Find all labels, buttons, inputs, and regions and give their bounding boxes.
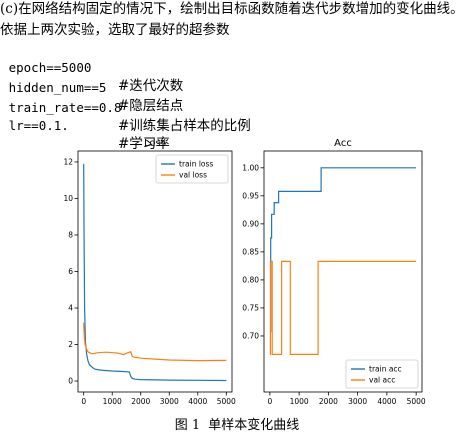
chart-title: Acc: [334, 138, 352, 149]
chart-acc: Acc 0 1000 2000 3000 4000 5000 0.70 0.75 0.80 0.85…: [242, 138, 426, 406]
param-epoch: epoch==5000 #迭代次数: [0, 41, 184, 95]
x-tick-label: 3000: [348, 397, 367, 406]
legend: train acc val acc: [345, 359, 419, 389]
param-comment: #迭代次数: [118, 78, 184, 94]
x-tick-label: 4000: [188, 397, 207, 406]
legend: train loss val loss: [155, 154, 229, 184]
y-tick-label: 0.75: [242, 304, 259, 313]
chart-title: Loss: [144, 138, 166, 149]
x-tick-label: 0: [81, 397, 86, 406]
legend-label: train acc: [369, 365, 402, 374]
x-tick-label: 2000: [131, 397, 150, 406]
intro-line: 依据上两次实验，选取了最好的超参数: [0, 22, 230, 38]
legend-label: train loss: [179, 160, 213, 169]
x-tick-label: 2000: [319, 397, 338, 406]
y-tick-label: 6: [68, 267, 73, 276]
legend-label: val acc: [369, 376, 395, 385]
caption-title: 单样本变化曲线: [208, 418, 300, 433]
param-code: hidden_num==5: [8, 80, 107, 95]
axes-frame: [263, 150, 423, 393]
caption-label: 图 1: [174, 418, 201, 433]
param-code: train_rate==0.8: [8, 100, 122, 115]
figure-charts: Loss 0 1000 2000 3000 4000 5000 0 2 4 6 8 10 12 train …: [63, 138, 426, 406]
param-comment: #学习率: [118, 136, 170, 152]
legend-box: [345, 359, 419, 389]
heading-line: (c)在网络结构固定的情况下，绘制出目标函数随着迭代步数增加的变化曲线。: [0, 1, 464, 17]
param-code: lr==0.1.: [8, 118, 69, 133]
legend-box: [155, 154, 229, 184]
y-tick-label: 1.00: [242, 163, 259, 172]
x-tick-label: 1000: [103, 397, 122, 406]
y-tick-label: 0: [68, 377, 73, 386]
series-line-train-loss: [83, 163, 227, 382]
param-train-rate: train_rate==0.8 #训练集占样本的比例: [0, 81, 251, 135]
y-tick-label: 10: [63, 194, 73, 203]
param-hidden: hidden_num==5 #隐层结点: [0, 61, 184, 115]
x-tick-label: 1000: [290, 397, 309, 406]
chart-loss: Loss 0 1000 2000 3000 4000 5000 0 2 4 6 8 10 12 train …: [63, 138, 236, 406]
x-tick-label: 3000: [160, 397, 179, 406]
series-line-train-acc: [269, 167, 417, 333]
x-tick-label: 0: [267, 397, 272, 406]
y-tick-label: 0.85: [242, 247, 259, 256]
param-lr: lr==0.1. #学习率: [0, 99, 170, 153]
y-tick-label: 12: [63, 158, 73, 167]
x-tick-label: 4000: [377, 397, 396, 406]
y-tick-label: 8: [68, 231, 73, 240]
axes-frame: [77, 150, 233, 393]
y-tick-label: 0.90: [242, 219, 259, 228]
legend-label: val loss: [179, 171, 207, 180]
param-code: epoch==5000: [8, 60, 92, 75]
param-comment: #训练集占样本的比例: [118, 118, 251, 134]
x-tick-label: 5000: [407, 397, 426, 406]
y-tick-label: 0.80: [242, 276, 259, 285]
y-tick-label: 0.70: [242, 332, 259, 341]
y-tick-label: 4: [68, 304, 73, 313]
y-tick-label: 0.95: [242, 191, 259, 200]
series-line-val-loss: [83, 322, 227, 362]
y-tick-label: 2: [68, 340, 73, 349]
figure-caption: 图 1 单样本变化曲线: [0, 414, 474, 433]
x-tick-label: 5000: [217, 397, 236, 406]
series-line-val-acc: [269, 260, 417, 355]
param-comment: #隐层结点: [118, 98, 184, 114]
